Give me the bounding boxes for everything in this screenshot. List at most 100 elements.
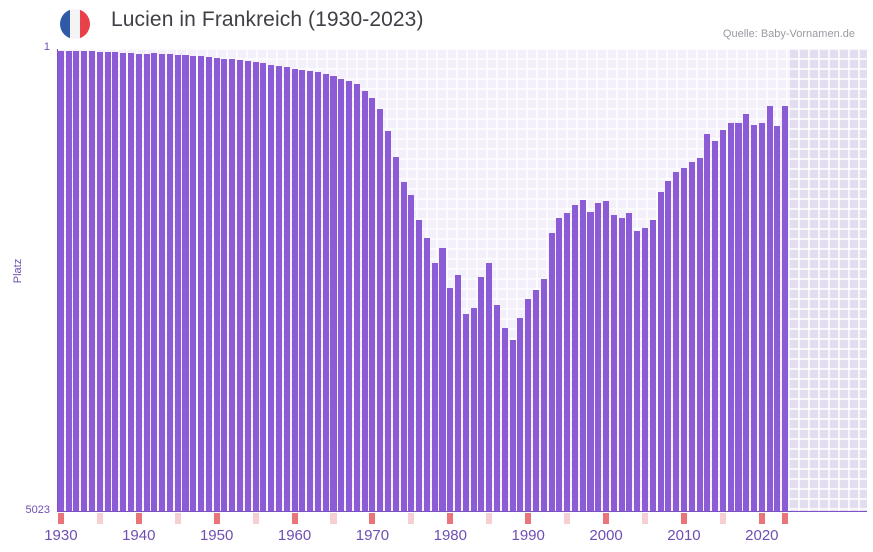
bar [65, 50, 72, 511]
bar [159, 54, 166, 511]
bar [166, 54, 173, 511]
bar [205, 56, 212, 511]
x-axis-tick [525, 513, 532, 524]
bar [229, 59, 236, 511]
x-axis-tick-label: 2020 [745, 527, 779, 544]
chart-header: Lucien in Frankreich (1930-2023) Quelle:… [0, 0, 873, 48]
bar [688, 162, 695, 511]
bar [89, 51, 96, 511]
bar [423, 238, 430, 511]
bar [314, 72, 321, 511]
source-label: Quelle: Baby-Vornamen.de [722, 28, 855, 40]
x-axis-tick [758, 513, 765, 524]
x-axis-tick-label: 1960 [277, 527, 312, 544]
x-axis-tick [719, 513, 726, 524]
bar [299, 70, 306, 511]
bar [680, 167, 687, 511]
bar [571, 205, 578, 511]
x-axis-tick [252, 513, 259, 524]
x-axis-tick-label: 1970 [355, 527, 390, 544]
bar [540, 278, 547, 511]
bar [743, 114, 750, 511]
bar [57, 50, 64, 511]
x-axis-tick-label: 1940 [122, 527, 156, 544]
x-axis-tick [330, 513, 337, 524]
x-axis-tick [641, 513, 649, 524]
bar [712, 140, 719, 511]
bar [174, 54, 181, 511]
bar [104, 52, 111, 511]
bar [252, 61, 259, 511]
bar [330, 76, 337, 511]
bar [338, 78, 345, 511]
bar [774, 126, 781, 511]
x-axis-tick-label: 2000 [589, 527, 623, 544]
x-axis-tick-label: 1990 [511, 527, 545, 544]
bar [151, 53, 158, 511]
bar [665, 181, 672, 511]
x-axis-tick [369, 513, 376, 524]
x-axis-tick [96, 513, 103, 524]
bar [727, 123, 734, 511]
plot-area [57, 49, 867, 511]
bar [143, 53, 150, 511]
bar [400, 182, 407, 511]
bar [478, 277, 485, 511]
bar [416, 220, 423, 511]
bar [525, 299, 532, 511]
bar [509, 339, 516, 511]
x-axis-tick [680, 513, 687, 524]
y-axis-title: Platz [12, 258, 24, 284]
bar [346, 80, 353, 511]
bar [120, 53, 127, 511]
bar [182, 54, 189, 511]
x-axis-tick [213, 513, 220, 524]
bar [501, 327, 508, 511]
bar [268, 64, 275, 511]
bar [408, 195, 415, 511]
plot-grid-background-future [789, 49, 867, 511]
bar [198, 56, 205, 511]
bar [291, 68, 298, 511]
x-axis-tick [57, 513, 64, 524]
bar [283, 66, 290, 511]
bar [766, 105, 773, 511]
bar [190, 55, 197, 511]
x-axis-tick [564, 513, 571, 524]
x-axis-tick [291, 513, 298, 524]
bar [96, 51, 103, 511]
bar-series [57, 49, 867, 511]
flag-stripe-blue [60, 9, 70, 39]
bar [564, 212, 571, 511]
bar [532, 289, 539, 511]
bar [486, 263, 493, 511]
flag-stripe-white [69, 9, 80, 39]
bar [641, 228, 649, 511]
bar [307, 70, 314, 511]
bar [377, 109, 384, 511]
flag-stripe-red [79, 9, 90, 39]
x-axis-tick [135, 513, 142, 524]
bar [719, 129, 726, 511]
bar [673, 172, 680, 511]
bar [517, 317, 524, 511]
bar [236, 59, 244, 511]
bar [751, 125, 758, 511]
bar [548, 232, 555, 511]
x-axis-tick-label: 1950 [199, 527, 234, 544]
bar [384, 130, 392, 511]
bar [634, 231, 641, 511]
bar [112, 52, 119, 511]
bar [73, 51, 80, 511]
bar [81, 51, 88, 511]
bar [556, 218, 563, 511]
bar [595, 203, 602, 511]
x-axis-tick-label: 2010 [667, 527, 701, 544]
bar [603, 200, 610, 511]
bar [610, 214, 617, 511]
bar [782, 105, 789, 511]
bar [587, 211, 594, 511]
bar [431, 263, 438, 511]
x-axis-tick [486, 513, 493, 524]
